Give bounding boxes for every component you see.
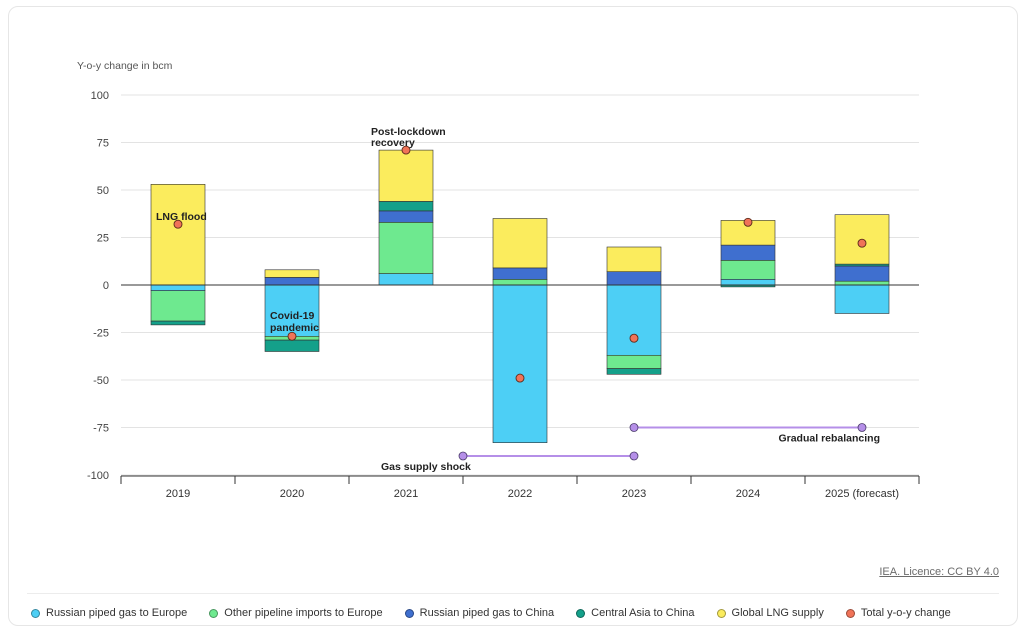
y-tick-label: -100 [87, 470, 109, 482]
license-link[interactable]: IEA. Licence: CC BY 4.0 [879, 566, 999, 578]
legend-divider [27, 593, 999, 594]
bar-segment-russia_cn [492, 267, 548, 280]
legend-label: Russian piped gas to China [419, 607, 555, 619]
legend-swatch [31, 608, 40, 618]
annotation-gradual-rebalancing: Gradual rebalancing [778, 433, 880, 445]
bar-segment-other_eu [606, 354, 662, 369]
total-marker [857, 238, 867, 248]
total-marker [173, 219, 183, 229]
bar-segment-central_asia [150, 320, 206, 326]
annotation-gas-supply-shock: Gas supply shock [381, 461, 471, 473]
bar-segment-russia_eu [150, 284, 206, 291]
x-tick-label: 2025 (forecast) [825, 488, 899, 500]
bar-segment-lng [378, 149, 434, 202]
y-tick-label: -50 [93, 375, 109, 387]
bar-segment-russia_cn [720, 244, 776, 261]
annotation-post-lockdown: Post-lockdown [371, 126, 446, 138]
legend-swatch [845, 608, 855, 618]
bar-segment-russia_cn [264, 277, 320, 286]
legend-label: Global LNG supply [731, 607, 824, 619]
legend-item-russia-europe[interactable]: Russian piped gas to Europe [31, 607, 187, 619]
bar-segment-russia_eu [834, 284, 890, 314]
legend-swatch [576, 608, 586, 618]
legend-swatch [209, 608, 219, 618]
annotation-lng-flood: LNG flood [156, 211, 207, 223]
x-tick-label: 2020 [280, 488, 304, 500]
bar-segment-lng [492, 218, 548, 269]
y-tick-label: 25 [97, 233, 109, 245]
y-tick-label: -25 [93, 328, 109, 340]
y-tick-label: 0 [103, 280, 109, 292]
chart-card: Y-o-y change in bcm 100 75 50 25 0 -25 -50 -75 -1… [8, 6, 1018, 626]
legend-label: Russian piped gas to Europe [46, 607, 188, 619]
legend-label: Total y-o-y change [860, 607, 951, 619]
legend-label: Central Asia to China [591, 607, 695, 619]
legend-item-other-europe[interactable]: Other pipeline imports to Europe [209, 607, 383, 619]
legend-item-central-asia[interactable]: Central Asia to China [576, 607, 695, 619]
annotation-covid: Covid-19 [270, 310, 315, 322]
legend-swatch [404, 608, 414, 618]
bar-segment-lng [606, 246, 662, 273]
y-tick-label: 50 [97, 185, 109, 197]
legend-label: Other pipeline imports to Europe [224, 607, 383, 619]
total-marker [743, 217, 753, 227]
annotation-post-lockdown: recovery [371, 137, 415, 149]
bar-segment-russia_eu [606, 284, 662, 356]
bar-segment-russia_eu [720, 278, 776, 286]
bar-segment-other_eu [378, 222, 434, 274]
y-tick-label: 75 [97, 138, 109, 150]
total-marker [401, 145, 411, 155]
period-marker [857, 423, 867, 432]
annotation-covid: pandemic [270, 322, 319, 334]
x-tick-label: 2024 [736, 488, 760, 500]
bar-segment-lng [264, 269, 320, 278]
legend-item-global-lng[interactable]: Global LNG supply [716, 607, 824, 619]
bar-segment-lng [150, 184, 206, 286]
y-axis-label: Y-o-y change in bcm [77, 60, 173, 72]
legend-item-total[interactable]: Total y-o-y change [845, 607, 951, 619]
bar-segment-other_eu [150, 290, 206, 322]
bar-segment-russia_cn [378, 210, 434, 223]
bar-segment-russia_eu [264, 284, 320, 337]
x-tick-label: 2022 [508, 488, 532, 500]
bar-segment-russia_eu [378, 273, 434, 286]
period-marker [458, 451, 468, 461]
bar-segment-russia_cn [606, 271, 662, 286]
bar-segment-central_asia [606, 368, 662, 375]
chart-svg: Y-o-y change in bcm 100 75 50 25 0 -25 -50 -75 -1… [77, 60, 920, 500]
legend: Russian piped gas to Europe Other pipeli… [31, 607, 951, 619]
x-tick-label: 2019 [166, 488, 190, 500]
total-marker [629, 333, 639, 343]
x-tick-label: 2021 [394, 488, 418, 500]
legend-swatch [716, 608, 726, 618]
bar-segment-other_eu [492, 278, 548, 286]
bar-segment-russia_eu [492, 284, 548, 443]
bar-segment-central_asia [378, 201, 434, 212]
period-marker [629, 451, 639, 461]
y-tick-label: -75 [93, 423, 109, 435]
bar-segment-other_eu [720, 260, 776, 280]
y-tick-label: 100 [91, 90, 109, 102]
bar-segment-central_asia [264, 339, 320, 352]
total-marker [287, 331, 297, 341]
x-tick-label: 2023 [622, 488, 646, 500]
bar-segment-russia_cn [834, 265, 890, 282]
total-marker [515, 373, 525, 383]
period-marker [629, 423, 639, 432]
legend-item-russia-china[interactable]: Russian piped gas to China [404, 607, 555, 619]
bar-segment-other_eu [834, 280, 890, 286]
